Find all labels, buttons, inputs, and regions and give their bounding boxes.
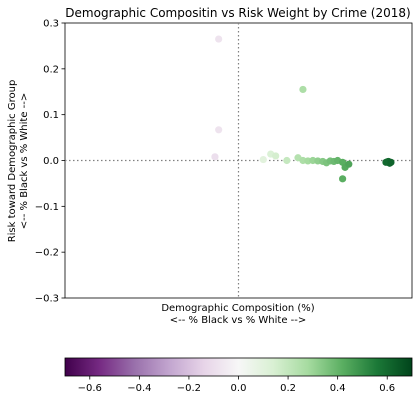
colorbar: −0.6 −0.4 −0.2 0.0 0.2 0.4 0.6 — [64, 357, 413, 394]
data-point — [387, 158, 395, 166]
colorbar-tick-label: −0.4 — [127, 383, 151, 394]
data-point — [272, 152, 280, 160]
y-tick-label: −0.2 — [35, 248, 59, 259]
colorbar-gradient — [64, 357, 413, 377]
data-point — [283, 156, 291, 165]
y-tick-label: 0.2 — [43, 64, 59, 75]
y-tick-label: −0.3 — [35, 294, 59, 305]
y-tick-label: 0.3 — [43, 19, 59, 30]
data-points — [211, 35, 395, 183]
data-point — [259, 155, 267, 164]
y-axis-label-line2: <-- % Black vs % White --> — [19, 93, 30, 230]
data-point — [345, 160, 353, 168]
y-tick-label: 0.1 — [43, 110, 59, 121]
x-axis-label-line1: Demographic Composition (%) — [161, 303, 314, 314]
colorbar-tick-label: −0.6 — [78, 383, 102, 394]
colorbar-tick-label: 0.4 — [330, 383, 346, 394]
colorbar-tick-label: −0.2 — [177, 383, 201, 394]
data-point — [339, 175, 347, 183]
y-axis-label-line1: Risk toward Demographic Group — [7, 80, 18, 243]
colorbar-tick-label: 0.0 — [231, 383, 247, 394]
y-tick-label: −0.1 — [35, 202, 59, 213]
y-tick-label: 0.0 — [43, 156, 59, 167]
data-point — [211, 153, 219, 161]
y-axis: −0.3 −0.2 −0.1 0.0 0.1 0.2 0.3 — [35, 19, 65, 305]
data-point — [215, 35, 223, 43]
data-point — [299, 85, 307, 94]
x-axis-label-line2: <-- % Black vs % White --> — [170, 315, 307, 326]
colorbar-tick-label: 0.6 — [379, 383, 395, 394]
plot-area — [64, 22, 413, 299]
data-point — [215, 126, 223, 134]
colorbar-ticks: −0.6 −0.4 −0.2 0.0 0.2 0.4 0.6 — [78, 376, 395, 394]
chart-title: Demographic Compositin vs Risk Weight by… — [65, 6, 410, 20]
colorbar-tick-label: 0.2 — [280, 383, 296, 394]
